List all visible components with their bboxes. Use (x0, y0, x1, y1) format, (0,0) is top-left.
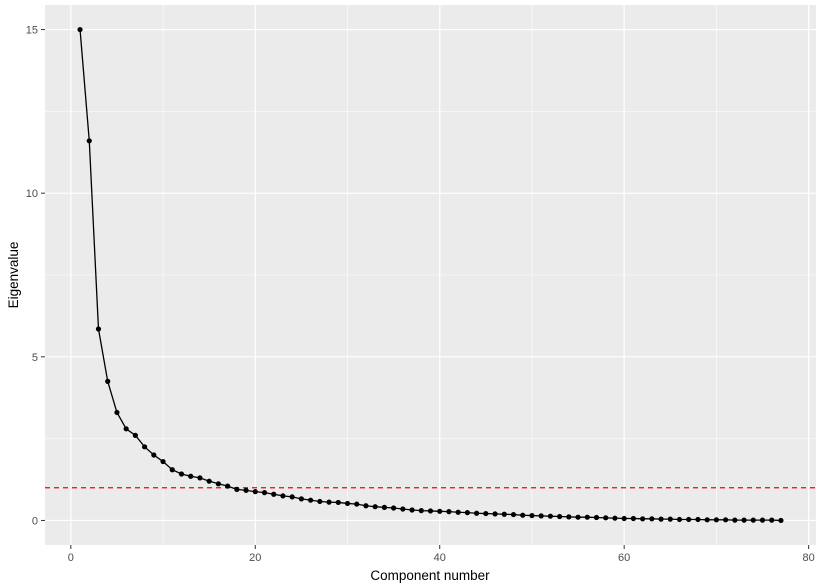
data-point (197, 475, 203, 481)
data-point (741, 517, 747, 523)
data-point (142, 444, 148, 450)
data-point (584, 514, 590, 520)
data-point (464, 509, 470, 516)
data-point (566, 514, 572, 520)
data-point (704, 517, 710, 523)
data-point (529, 512, 535, 519)
data-point (686, 516, 692, 523)
data-point (363, 503, 369, 509)
data-point (206, 478, 212, 484)
data-point (520, 512, 526, 518)
data-point (501, 511, 507, 517)
data-point (492, 511, 498, 517)
y-tick-label: 10 (26, 188, 38, 200)
data-point (225, 483, 231, 489)
x-axis-ticks: 0 20 40 60 80 (68, 545, 815, 564)
data-point (354, 501, 360, 507)
data-point (575, 514, 581, 520)
data-point (557, 513, 563, 520)
data-point (298, 496, 304, 502)
data-point (667, 516, 673, 522)
y-tick-label: 15 (26, 25, 38, 37)
data-point (621, 515, 627, 522)
data-point (243, 487, 249, 493)
data-point (335, 499, 341, 506)
x-axis-title: Component number (370, 568, 490, 583)
data-point (630, 515, 636, 522)
data-point (400, 506, 406, 512)
data-point (446, 509, 452, 515)
data-point (178, 471, 185, 477)
data-point (123, 426, 129, 432)
data-point (769, 517, 775, 523)
data-point (381, 504, 387, 510)
data-point (261, 490, 268, 496)
data-point (732, 517, 738, 523)
data-point (695, 516, 701, 523)
data-point (169, 467, 175, 473)
y-axis-ticks: 0 5 10 15 (26, 25, 45, 527)
data-point (77, 26, 83, 33)
data-point (391, 505, 397, 511)
x-tick-label: 80 (802, 552, 814, 564)
data-point (86, 138, 92, 144)
grid-lines (45, 5, 816, 545)
data-point (418, 508, 424, 514)
x-tick-label: 20 (249, 552, 261, 564)
data-point (188, 473, 194, 479)
data-point (151, 452, 157, 458)
data-point (778, 517, 784, 524)
data-point (759, 517, 766, 523)
series-layer (77, 26, 784, 524)
data-point (326, 499, 332, 505)
data-point (114, 409, 120, 416)
data-point (234, 486, 240, 492)
data-point (308, 497, 314, 503)
data-point (547, 513, 553, 519)
data-point (372, 504, 378, 510)
y-tick-label: 5 (32, 352, 38, 364)
data-point (612, 515, 618, 521)
data-point (289, 494, 295, 500)
x-tick-label: 60 (618, 552, 630, 564)
data-point (280, 493, 286, 499)
data-point (676, 516, 683, 523)
data-point (723, 517, 729, 523)
x-tick-label: 0 (68, 552, 74, 564)
data-point (483, 510, 489, 517)
y-tick-label: 0 (32, 515, 38, 527)
data-point (538, 513, 544, 519)
data-point (252, 489, 258, 495)
x-tick-label: 40 (434, 552, 446, 564)
data-point (215, 481, 221, 487)
data-point (649, 516, 655, 522)
data-point (713, 517, 719, 523)
data-point (750, 517, 756, 523)
data-point (658, 516, 664, 522)
data-point (344, 500, 351, 507)
data-point (603, 515, 609, 521)
data-point (95, 326, 102, 332)
y-axis-title: Eigenvalue (6, 242, 21, 309)
data-point (510, 511, 517, 518)
data-point (105, 378, 111, 384)
data-point (160, 458, 166, 465)
data-point (593, 514, 600, 521)
data-point (455, 509, 461, 515)
data-point (640, 516, 646, 522)
data-point (474, 510, 480, 516)
data-point (132, 432, 138, 438)
data-point (271, 491, 277, 497)
data-point (409, 507, 415, 513)
data-point (317, 498, 323, 505)
data-point (437, 508, 443, 514)
data-point (427, 508, 434, 514)
